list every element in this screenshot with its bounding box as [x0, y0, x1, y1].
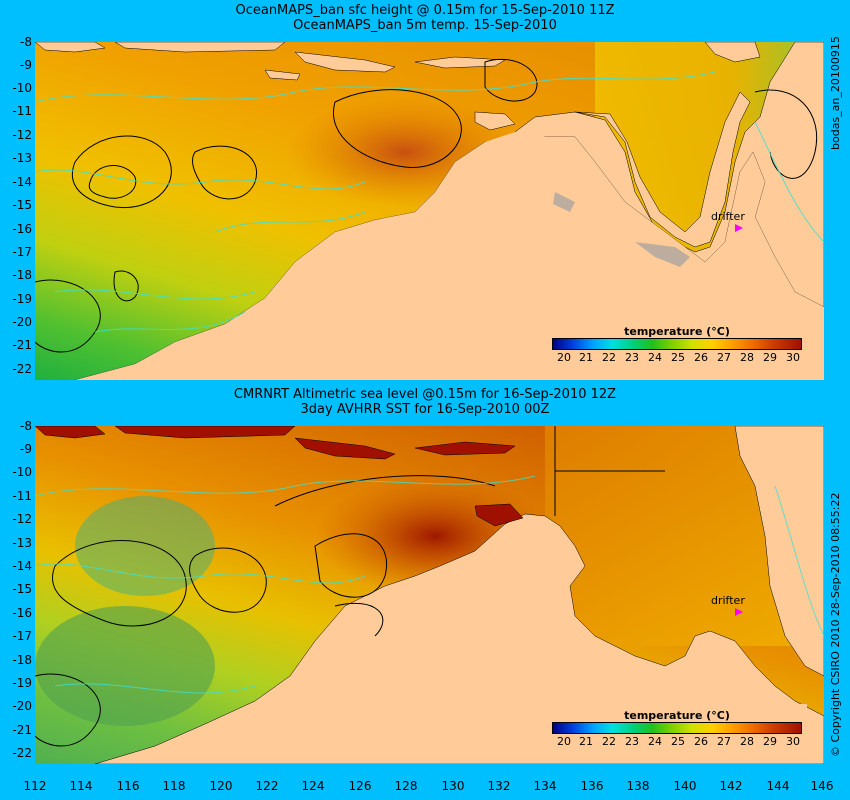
sea-surface-height-contours	[35, 58, 817, 353]
lon-tick: 116	[116, 779, 140, 793]
panel1-title-line1: OceanMAPS_ban sfc height @ 0.15m for 15-…	[235, 3, 615, 18]
indonesia-islands	[35, 42, 761, 131]
drifter-marker	[735, 224, 743, 232]
lon-tick: 124	[301, 779, 325, 793]
colorbar-tick: 22	[602, 735, 616, 748]
lat-tick: -11	[12, 489, 32, 503]
lat-tick: -13	[12, 536, 32, 550]
lat-tick: -20	[12, 315, 32, 329]
lon-tick: 136	[580, 779, 604, 793]
lat-tick: -19	[12, 292, 32, 306]
lat-tick: -14	[12, 559, 32, 573]
lon-tick: 118	[162, 779, 186, 793]
colorbar-tick: 20	[557, 735, 571, 748]
lat-tick: -17	[12, 245, 32, 259]
colorbar-tick: 21	[579, 351, 593, 364]
lat-tick: -8	[20, 35, 32, 49]
colorbar-tick: 20	[557, 351, 571, 364]
lat-tick: -15	[12, 582, 32, 596]
lon-tick: 146	[810, 779, 834, 793]
colorbar-gradient	[552, 722, 802, 734]
colorbar-tick: 25	[671, 735, 685, 748]
lon-tick: 112	[23, 779, 47, 793]
lon-tick: 120	[209, 779, 233, 793]
lat-tick: -14	[12, 175, 32, 189]
lat-tick: -10	[12, 465, 32, 479]
lat-tick: -9	[20, 58, 32, 72]
colorbar-tick: 24	[648, 351, 662, 364]
panel2-title-line2: 3day AVHRR SST for 16-Sep-2010 00Z	[300, 402, 550, 417]
colorbar-title: temperature (°C)	[624, 709, 730, 722]
lat-tick: -22	[12, 746, 32, 760]
colorbar-tick: 23	[625, 735, 639, 748]
colorbar-ticks: 20 21 22 23 24 25 26 27 28 29 30	[552, 734, 802, 748]
panel1-title-line2: OceanMAPS_ban 5m temp. 15-Sep-2010	[293, 18, 557, 33]
lat-tick: -9	[20, 442, 32, 456]
sea-surface-height-contours	[35, 475, 496, 747]
lon-tick: 130	[441, 779, 465, 793]
lat-tick: -21	[12, 338, 32, 352]
colorbar-tick: 29	[763, 351, 777, 364]
colorbar-gradient	[552, 338, 802, 350]
lat-tick: -19	[12, 676, 32, 690]
lon-tick: 140	[673, 779, 697, 793]
colorbar-title: temperature (°C)	[624, 325, 730, 338]
lat-tick: -17	[12, 629, 32, 643]
panel1-drifter-label: drifter	[711, 210, 745, 223]
colorbar-ticks: 20 21 22 23 24 25 26 27 28 29 30	[552, 350, 802, 364]
colorbar-tick: 28	[740, 351, 754, 364]
lat-tick: -13	[12, 151, 32, 165]
lon-tick: 128	[394, 779, 418, 793]
colorbar-tick: 24	[648, 735, 662, 748]
lat-tick: -12	[12, 512, 32, 526]
australia-land	[94, 513, 824, 764]
lat-tick: -16	[12, 606, 32, 620]
lat-tick: -18	[12, 268, 32, 282]
panel2-drifter-label: drifter	[711, 594, 745, 607]
lon-tick: 114	[69, 779, 93, 793]
lat-tick: -22	[12, 362, 32, 376]
lat-tick: -10	[12, 81, 32, 95]
drifter-marker	[735, 608, 743, 616]
lon-tick: 122	[255, 779, 279, 793]
colorbar-tick: 22	[602, 351, 616, 364]
panel2-title-line1: CMRNRT Altimetric sea level @0.15m for 1…	[233, 387, 617, 402]
lat-tick: -8	[20, 419, 32, 433]
panel1-colorbar: temperature (°C) 20 21 22 23 24 25 26 27…	[552, 325, 802, 364]
lat-tick: -21	[12, 723, 32, 737]
lon-tick: 132	[487, 779, 511, 793]
lon-tick: 144	[766, 779, 790, 793]
lat-tick: -15	[12, 198, 32, 212]
bathymetry-contours	[35, 475, 824, 694]
panel1-side-label: bodas_an_20100915	[829, 36, 842, 150]
panel2-side-label: © Copyright CSIRO 2010 28-Sep-2010 08:55…	[829, 492, 842, 758]
panel2-colorbar: temperature (°C) 20 21 22 23 24 25 26 27…	[552, 709, 802, 748]
lat-tick: -12	[12, 128, 32, 142]
colorbar-tick: 21	[579, 735, 593, 748]
colorbar-tick: 26	[694, 735, 708, 748]
lat-tick: -20	[12, 699, 32, 713]
lat-tick: -18	[12, 653, 32, 667]
colorbar-tick: 27	[717, 735, 731, 748]
lon-tick: 126	[348, 779, 372, 793]
lon-tick: 142	[719, 779, 743, 793]
colorbar-tick: 29	[763, 735, 777, 748]
lat-tick: -11	[12, 104, 32, 118]
panel2-map[interactable]	[35, 426, 824, 764]
indonesia-islands	[35, 426, 524, 527]
lon-tick: 134	[533, 779, 557, 793]
bathymetry-contours	[35, 71, 824, 333]
lat-tick: -16	[12, 222, 32, 236]
colorbar-tick: 23	[625, 351, 639, 364]
colorbar-tick: 27	[717, 351, 731, 364]
colorbar-tick: 28	[740, 735, 754, 748]
colorbar-tick: 30	[786, 351, 800, 364]
colorbar-tick: 30	[786, 735, 800, 748]
colorbar-tick: 26	[694, 351, 708, 364]
colorbar-tick: 25	[671, 351, 685, 364]
lon-tick: 138	[626, 779, 650, 793]
